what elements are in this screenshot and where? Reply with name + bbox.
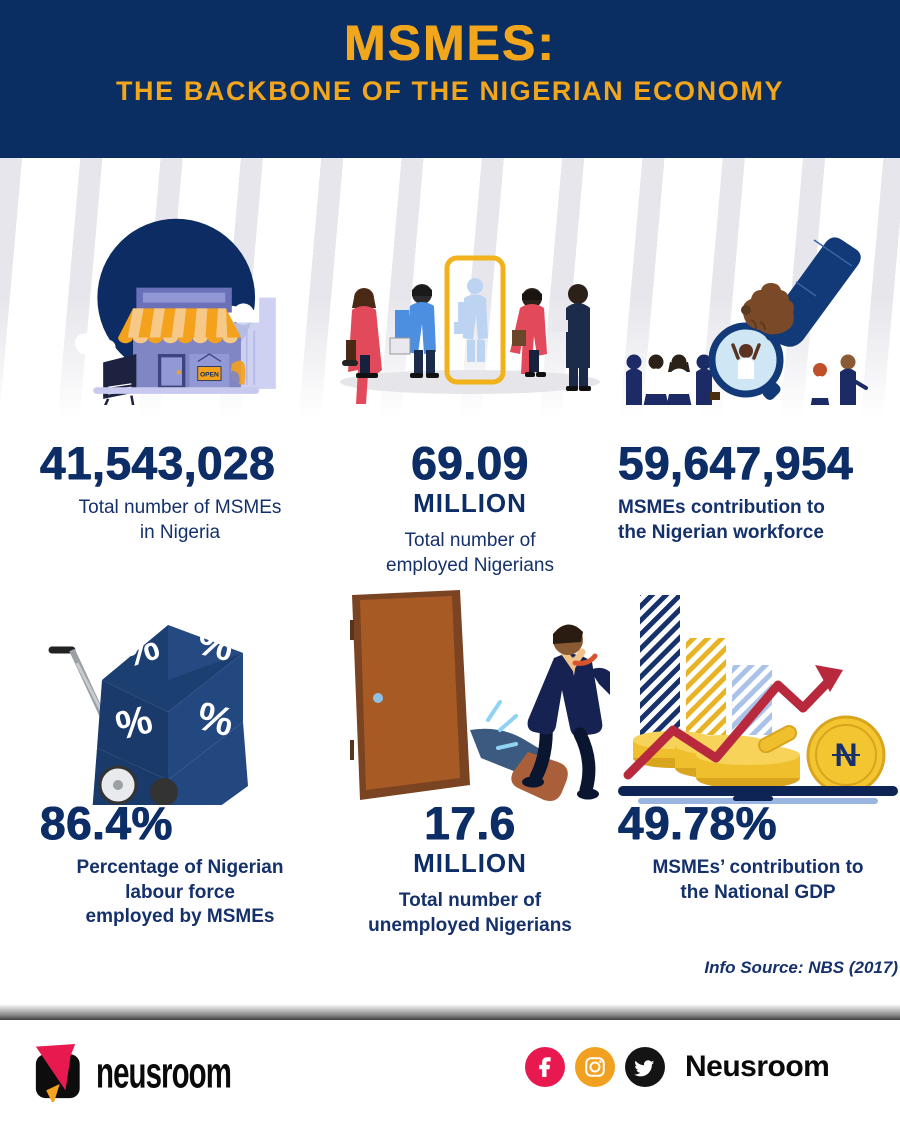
svg-text:OPEN: OPEN (200, 371, 219, 378)
